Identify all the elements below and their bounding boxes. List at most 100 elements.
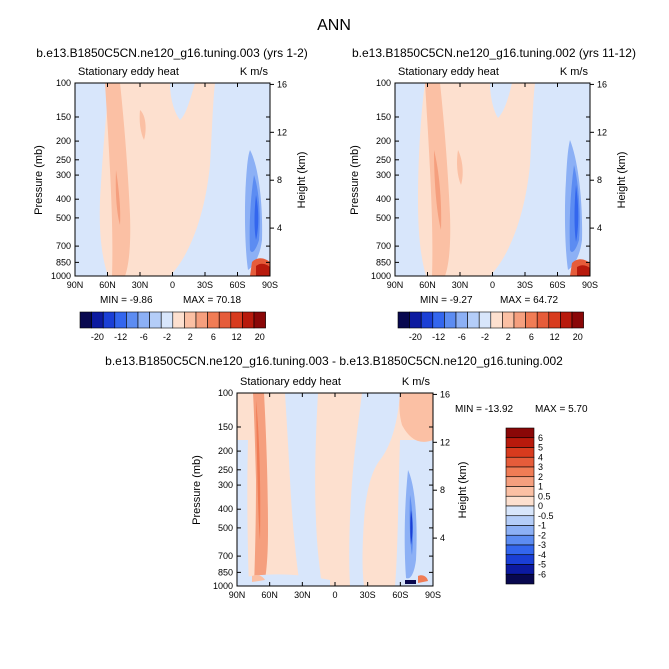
colorbar-label: 12 [232,332,242,342]
colorbar-label: -12 [432,332,445,342]
colorbar-box [513,311,526,329]
colorbar-box [184,311,197,329]
x-tick-label: 30N [294,590,311,600]
contour-field [237,393,433,586]
height-tick-label: 8 [597,175,602,185]
colorbar-label: 20 [255,332,265,342]
x-tick-label: 90N [387,280,404,290]
max-label: MAX = 5.70 [535,404,588,415]
negative-region-south [490,83,590,276]
x-ticks: 90N 60N 30N 0 30S 60S 90S [387,83,598,290]
y-tick-label: 500 [218,523,233,533]
y-axis-label: Pressure (mb) [33,145,45,215]
colorbar-label: 2 [506,332,511,342]
colorbar-box [253,311,266,329]
panel-title: b.e13.B1850C5CN.ne120_g16.tuning.003 - b… [105,354,563,368]
colorbar-box [571,311,584,329]
colorbar-box [505,466,535,478]
colorbar-box [79,311,92,329]
panel-subtitle-left: Stationary eddy heat [240,376,341,388]
height-tick-label: 12 [597,127,607,137]
colorbar-label: 20 [573,332,583,342]
panel-subtitle-right: K m/s [402,376,431,388]
negative-region-tropics [490,83,512,118]
x-tick-label: 90S [425,590,441,600]
x-tick-label: 90N [229,590,246,600]
panel-1: b.e13.B1850C5CN.ne120_g16.tuning.003 (yr… [33,46,308,342]
colorbar-box [525,311,538,329]
height-tick-label: 16 [277,79,287,89]
colorbar-box [505,456,535,468]
colorbar-label: -6 [140,332,148,342]
height-tick-label: 16 [597,79,607,89]
panel-2: b.e13.B1850C5CN.ne120_g16.tuning.002 (yr… [349,46,636,342]
positive-spot-upper [139,110,146,140]
colorbar-box [478,311,492,329]
y-tick-label: 150 [218,422,233,432]
panel-3: b.e13.B1850C5CN.ne120_g16.tuning.003 - b… [105,354,588,600]
x-tick-label: 30S [517,280,533,290]
y-axis-label-right: Height (km) [457,462,469,519]
y-axis-label: Pressure (mb) [349,145,361,215]
negative-region-north [75,83,110,276]
y-ticks: 100 150 200 250 300 400 500 700 850 1000 [51,78,270,281]
y-tick-label: 300 [218,480,233,490]
y-tick-label: 200 [376,136,391,146]
colorbar-label: -4 [538,550,546,560]
positive-spot-upper [457,150,463,185]
height-tick-label: 12 [440,437,450,447]
height-ticks: 16 12 8 4 [433,389,450,543]
y-tick-label: 1000 [51,271,71,281]
x-tick-label: 60N [99,280,116,290]
colorbar-box [505,534,535,546]
colorbar-box [490,311,503,329]
surface-negative-spot [405,580,416,584]
height-tick-label: 4 [597,223,602,233]
colorbar-label: 6 [211,332,216,342]
y-tick-label: 200 [218,446,233,456]
colorbar-box [126,311,139,329]
y-tick-label: 200 [56,136,71,146]
colorbar-label: -20 [91,332,104,342]
positive-region-upper-south [399,393,433,442]
colorbar-box [160,311,174,329]
colorbar-label: 6 [538,433,543,443]
contour-field [75,83,270,276]
colorbar-label: -1 [538,521,546,531]
height-tick-label: 8 [277,175,282,185]
colorbar-box [432,311,445,329]
colorbar-box [505,564,535,575]
x-tick-label: 30S [360,590,376,600]
surface-positive-spot [418,575,428,583]
y-tick-label: 250 [376,155,391,165]
colorbar-label: -3 [538,540,546,550]
colorbar-box [242,311,255,329]
colorbar-box [172,311,185,329]
colorbar-box [505,476,535,487]
y-tick-label: 700 [218,551,233,561]
colorbar-box [102,311,116,329]
colorbar-box [207,311,220,329]
colorbar-label: -2 [163,332,171,342]
positive-core-60n [434,150,442,230]
colorbar-box [218,311,232,329]
contour-field [395,83,590,276]
colorbar-label: -6 [538,569,546,579]
x-tick-label: 60N [261,590,278,600]
panel-subtitle-right: K m/s [240,66,269,78]
y-tick-label: 150 [56,112,71,122]
y-tick-label: 100 [376,78,391,88]
x-tick-label: 60S [549,280,565,290]
x-tick-label: 30N [132,280,149,290]
panel-subtitle-right: K m/s [560,66,589,78]
colorbar-box [409,311,422,329]
colorbar-box [505,447,535,458]
colorbar-label: 1 [538,482,543,492]
x-ticks: 90N 60N 30N 0 30S 60S 90S [67,83,278,290]
colorbar-label: 12 [550,332,560,342]
colorbar-box [505,427,535,439]
colorbar-label: -2 [538,530,546,540]
colorbar-box [505,544,535,556]
max-label: MAX = 70.18 [183,295,242,306]
